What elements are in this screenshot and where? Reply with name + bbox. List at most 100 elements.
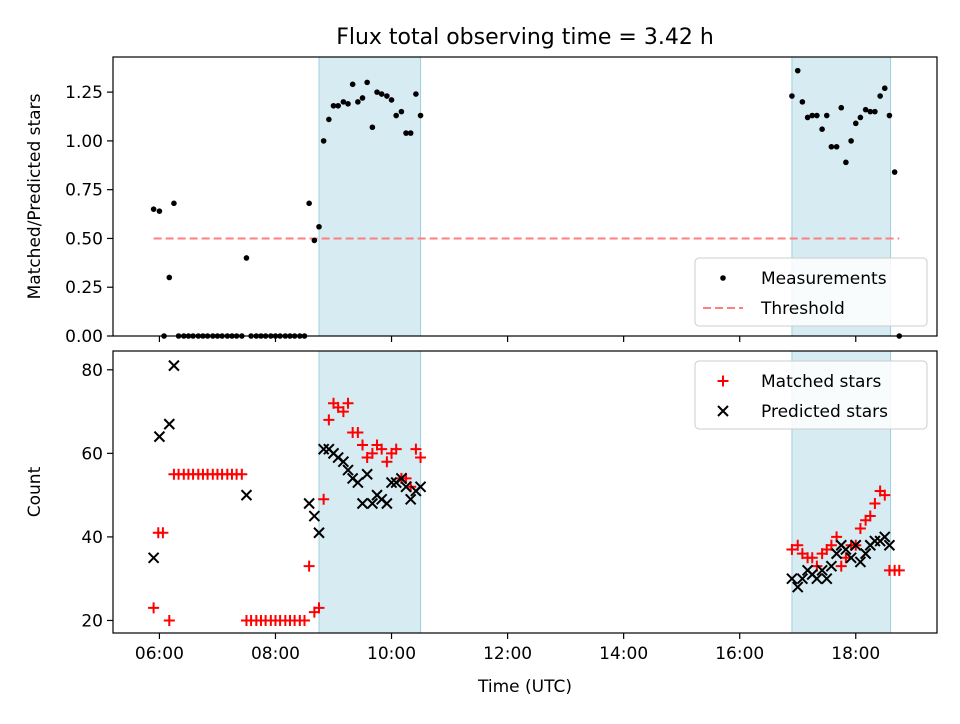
x-tick-label: 18:00 <box>831 644 880 664</box>
x-tick-label: 08:00 <box>251 644 300 664</box>
predicted-point <box>240 489 253 501</box>
predicted-point <box>352 476 364 489</box>
predicted-point <box>381 497 393 510</box>
chart-title: Flux total observing time = 3.42 h <box>336 25 714 50</box>
x-tick-label: 06:00 <box>135 644 184 664</box>
measurement-point <box>316 223 322 230</box>
predicted-point <box>854 556 867 568</box>
predicted-point <box>317 443 330 455</box>
measurement-point <box>340 99 347 105</box>
measurement-point <box>794 67 801 74</box>
measurement-point <box>364 79 370 86</box>
y-tick-label: 20 <box>81 611 103 631</box>
measurement-point <box>877 93 883 99</box>
y-tick-label: 40 <box>81 528 103 548</box>
measurement-point <box>359 95 366 101</box>
predicted-point <box>342 464 354 476</box>
measurement-point <box>814 112 820 119</box>
measurement-point <box>374 89 380 95</box>
measurement-point <box>809 112 816 119</box>
measurement-point <box>388 97 395 103</box>
matched-point <box>163 614 175 626</box>
measurement-point <box>335 102 341 109</box>
measurement-point <box>156 208 163 214</box>
measurement-point <box>862 106 869 113</box>
measurement-point <box>166 274 173 281</box>
shaded-span-0 <box>318 350 422 634</box>
matched-point <box>298 614 310 626</box>
matched-point <box>415 452 427 464</box>
measurement-point <box>828 143 835 150</box>
shaded-span-0 <box>318 56 422 337</box>
matched-point <box>792 539 804 551</box>
measurement-point <box>349 81 356 88</box>
predicted-point <box>859 547 872 560</box>
measurement-point <box>320 138 327 144</box>
predicted-point <box>366 497 379 510</box>
legend-marker <box>717 375 729 387</box>
legend-marker <box>720 275 726 281</box>
predicted-point <box>825 560 838 572</box>
measurement-point <box>243 255 250 261</box>
measurement-point <box>833 143 840 150</box>
predicted-point <box>337 456 350 468</box>
measurement-point <box>345 101 351 107</box>
measurement-point <box>413 91 419 97</box>
measurement-point <box>393 112 399 119</box>
matched-point <box>864 510 876 522</box>
predicted-point <box>786 572 798 585</box>
measurement-point <box>326 116 332 123</box>
predicted-point <box>414 481 427 493</box>
legend-label: Matched stars <box>761 372 881 392</box>
legend-label: Measurements <box>761 269 887 289</box>
predicted-point <box>879 531 891 543</box>
legend: Measurements Threshold <box>694 257 928 327</box>
matched-point <box>410 443 422 455</box>
predicted-point <box>840 543 852 556</box>
x-tick-label: 12:00 <box>483 644 532 664</box>
measurement-point <box>881 85 888 92</box>
predicted-point <box>400 481 412 493</box>
legend-label: Predicted stars <box>761 402 888 422</box>
predicted-point <box>308 510 321 522</box>
matched-point <box>323 414 335 426</box>
measurement-point <box>891 169 898 175</box>
matched-point <box>879 489 891 501</box>
axes-frame <box>112 56 938 337</box>
y-tick-label: 0.00 <box>65 327 103 347</box>
matched-point <box>357 439 369 451</box>
matched-point <box>318 493 330 505</box>
measurement-point <box>150 206 157 212</box>
measurement-point <box>852 120 859 127</box>
measurement-point <box>804 114 811 121</box>
matched-point <box>786 543 798 555</box>
measurement-point <box>799 99 806 105</box>
measurement-point <box>407 130 414 136</box>
matched-point <box>869 497 881 509</box>
predicted-point <box>830 547 843 560</box>
measurement-point <box>823 112 830 119</box>
matched-point <box>337 406 349 418</box>
predicted-point <box>796 572 809 585</box>
matched-point <box>157 527 169 539</box>
matched-point <box>148 602 160 614</box>
legend-label: Threshold <box>760 299 845 319</box>
measurement-point <box>848 138 854 144</box>
matched-point <box>303 560 315 572</box>
predicted-point <box>883 539 896 551</box>
measurement-point <box>398 108 405 115</box>
measurement-point <box>838 104 845 111</box>
x-axis-label: Time (UTC) <box>477 677 572 697</box>
legend: Matched stars Predicted stars <box>694 360 928 430</box>
count-panel: 20 40 60 80 06:00 08:00 10:00 12:00 14:00 16:00 18… <box>25 350 938 697</box>
measurement-point <box>843 159 849 166</box>
matched-point <box>893 564 905 576</box>
measurement-point <box>789 93 795 99</box>
x-tick-label: 16:00 <box>715 644 764 664</box>
legend-box <box>694 360 928 430</box>
predicted-point <box>850 539 862 551</box>
axes-frame <box>112 350 938 634</box>
measurement-point <box>171 200 177 207</box>
matched-point <box>342 397 354 409</box>
